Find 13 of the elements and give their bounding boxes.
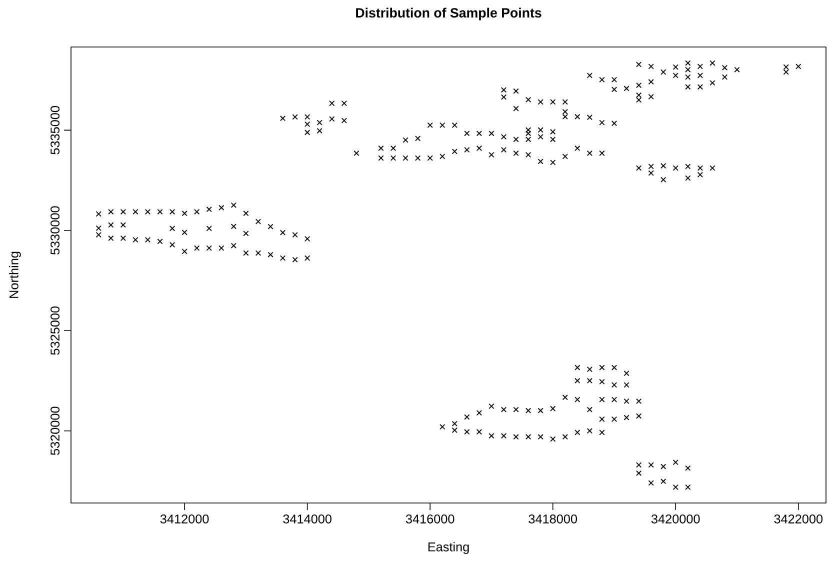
y-axis-title: Northing [9, 252, 21, 298]
chart-title: Distribution of Sample Points [356, 8, 542, 20]
y-tick-label: 5335000 [50, 106, 60, 154]
x-axis-title: Easting [428, 542, 469, 554]
x-tick-label: 3414000 [283, 514, 332, 524]
y-tick-label: 5320000 [50, 406, 60, 455]
x-tick-label: 3420000 [651, 514, 700, 524]
y-tick-label: 5325000 [50, 306, 60, 355]
x-tick-label: 3412000 [160, 514, 209, 524]
x-tick-label: 3418000 [528, 514, 577, 524]
x-tick-label: 3416000 [406, 514, 454, 524]
y-tick-label: 5330000 [50, 206, 60, 255]
x-tick-label: 3422000 [774, 514, 823, 524]
